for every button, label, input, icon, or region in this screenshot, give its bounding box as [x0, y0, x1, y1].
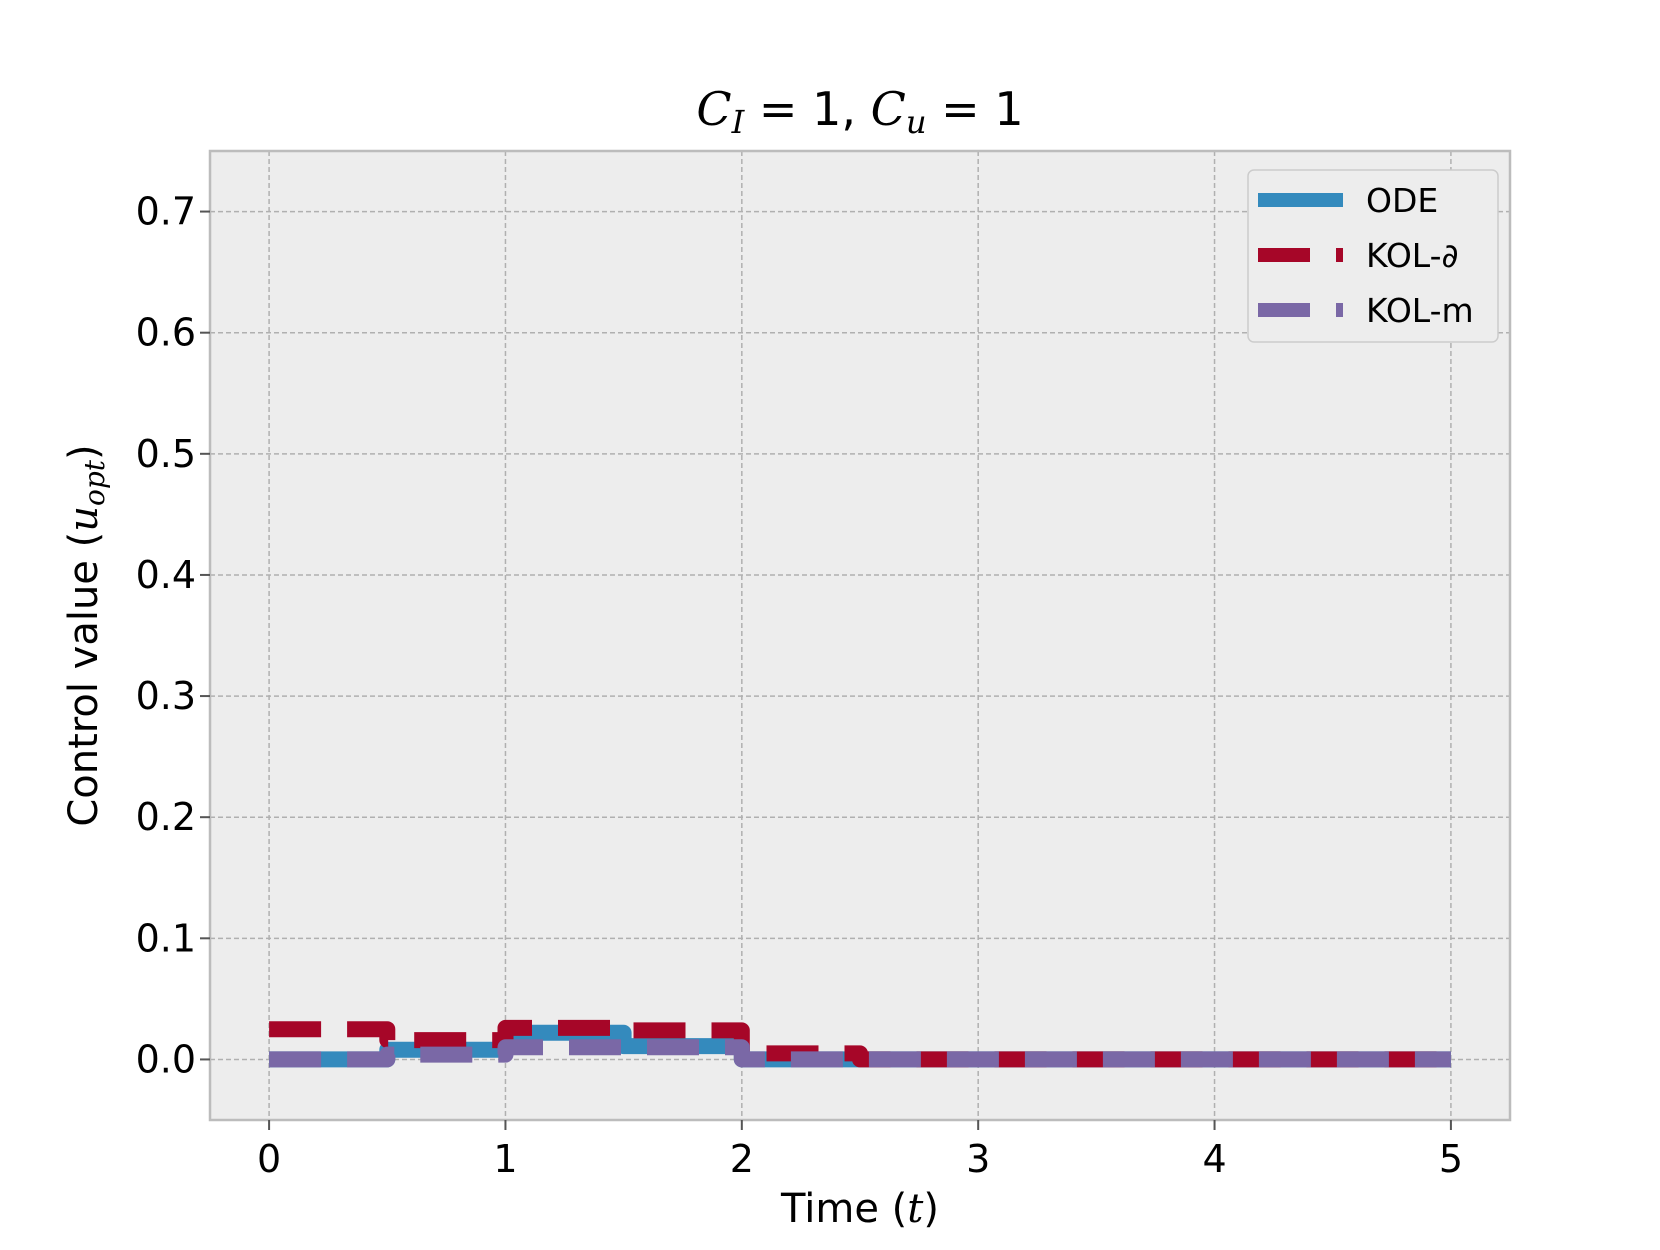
x-tick-label: 4: [1202, 1137, 1226, 1181]
text-part: C: [696, 82, 731, 136]
legend-entry-kol-m: KOL-m: [1258, 291, 1474, 330]
series-line-kol-m: [269, 1039, 1451, 1068]
text-part: I: [731, 103, 746, 141]
y-tick-label: 0.5: [136, 432, 196, 476]
y-tick-label: 0.4: [136, 553, 196, 597]
chart-title: CI = 1, Cu = 1: [696, 82, 1023, 141]
series-line-kol-partial: [269, 1019, 1451, 1068]
text-part: t: [907, 1186, 924, 1232]
y-tick-label: 0.7: [136, 190, 196, 234]
y-tick-label: 0.6: [136, 311, 196, 355]
legend-entry-kol-partial: KOL-∂: [1258, 236, 1459, 275]
text-part: Time (: [780, 1186, 907, 1232]
x-tick-label: 1: [493, 1137, 517, 1181]
legend-label: KOL-m: [1366, 291, 1474, 330]
y-tick-label: 0.0: [136, 1037, 196, 1081]
y-axis-label: Control value (uopt): [61, 444, 111, 826]
text-part: Control value (: [61, 532, 107, 827]
text-part: u: [61, 506, 107, 532]
plot-frame: [208, 149, 1512, 1122]
legend-label: ODE: [1366, 181, 1438, 220]
text-part: C: [871, 82, 906, 136]
text-part: = 1,: [744, 82, 870, 136]
text-part: u: [906, 103, 927, 141]
x-tick-label: 0: [257, 1137, 281, 1181]
y-tick-label: 0.2: [136, 795, 196, 839]
y-tick-label: 0.3: [136, 674, 196, 718]
y-tick-label: 0.1: [136, 916, 196, 960]
text-part: ): [923, 1186, 939, 1232]
text-part: opt: [78, 459, 111, 506]
x-tick-label: 3: [966, 1137, 990, 1181]
text-part: = 1: [927, 82, 1024, 136]
x-tick-label: 2: [730, 1137, 754, 1181]
legend-entry-ode: ODE: [1258, 181, 1438, 220]
x-tick-label: 5: [1439, 1137, 1463, 1181]
legend-box: [1247, 169, 1499, 343]
legend-label: KOL-∂: [1366, 236, 1459, 275]
text-part: ): [61, 444, 107, 460]
x-axis-label: Time (t): [780, 1186, 939, 1232]
